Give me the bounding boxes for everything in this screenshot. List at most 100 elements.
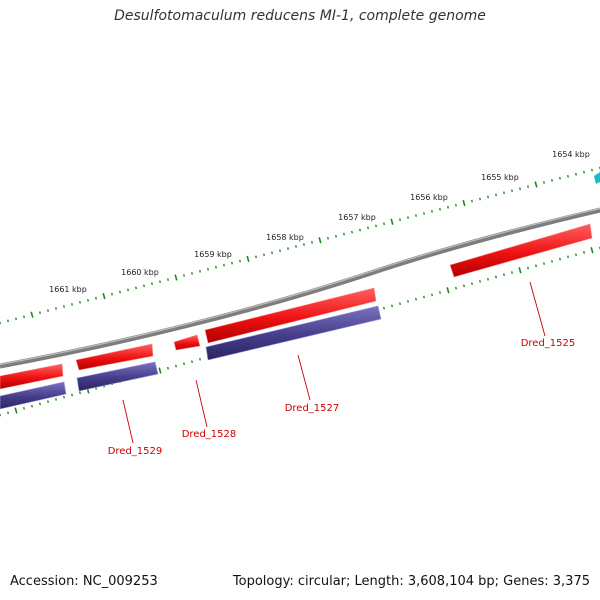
gene-dred-1529[interactable] [76,361,159,392]
outer-ring-tick [239,259,241,263]
inner-ring-tick [551,260,553,263]
outer-ring-tick [7,319,9,323]
outer-ring-tick [271,251,273,255]
inner-ring-tick [479,280,481,283]
inner-ring-tick [431,293,433,297]
gene-label-dred-1527[interactable]: Dred_1527 [285,403,340,414]
inner-ring-tick [399,302,401,306]
outer-ring-tick [111,292,113,296]
scale-tick-label: 1661 kbp [49,285,87,294]
outer-ring-tick [495,193,497,197]
outer-ring-tick [343,232,345,236]
outer-ring-tick [527,185,529,188]
inner-ring-tick [175,364,177,368]
outer-ring-tick [135,286,137,290]
inner-ring-tick [14,407,18,414]
gene-dred-1528[interactable] [173,334,201,351]
outer-ring-tick [439,207,441,211]
outer-ring-tick [30,311,34,318]
outer-ring-tick [143,284,145,288]
gene-minus-1[interactable] [0,381,67,410]
inner-ring-tick [383,306,385,310]
inner-ring-tick [446,287,450,294]
scale-tick-label: 1660 kbp [121,268,159,277]
outer-ring-tick [423,212,425,215]
gene-plus-3[interactable] [0,363,64,390]
inner-ring-tick [511,271,513,274]
inner-ring-tick [439,291,441,294]
inner-ring-tick [199,357,201,361]
inner-ring-tick [423,295,425,299]
outer-ring-tick [255,255,257,259]
genome-backbone [0,207,600,369]
outer-ring-tick [55,307,57,310]
outer-ring-tick [407,216,409,219]
outer-ring-tick [199,269,201,273]
inner-ring-tick [407,300,409,303]
edge-feature[interactable] [594,172,600,184]
accession-text: Accession: NC_009253 [10,574,158,589]
outer-ring-tick [71,303,73,306]
outer-ring-tick [519,187,521,191]
inner-ring-tick [415,297,417,301]
outer-ring-tick [215,265,217,269]
inner-ring-tick [55,398,57,401]
inner-ring-tick [183,362,185,366]
outer-ring-tick [487,195,489,199]
outer-ring-tick [399,218,401,222]
label-leader-line [297,354,311,401]
gene-label-dred-1529[interactable]: Dred_1529 [108,446,163,457]
scale-tick-label: 1657 kbp [338,213,376,222]
inner-ring-tick [455,286,457,290]
outer-ring-tick [151,282,153,286]
gene-plus-2[interactable] [75,343,154,371]
outer-ring-tick [462,199,466,207]
inner-ring-tick [191,360,193,363]
label-leader-line [529,281,546,337]
outer-ring-tick [15,317,17,321]
outer-ring-tick [303,243,305,246]
outer-ring-tick [471,199,473,203]
gene-label-dred-1525[interactable]: Dred_1525 [521,338,576,349]
outer-ring-tick [279,249,281,253]
inner-ring-tick [575,253,577,257]
scale-tick-label: 1658 kbp [266,233,304,242]
outer-ring-tick [367,226,369,230]
outer-ring-tick [591,168,593,172]
outer-ring-tick [263,253,265,257]
inner-ring-tick [47,400,49,403]
scale-tick-label: 1656 kbp [410,193,448,202]
gene-dred-1527[interactable] [205,305,382,361]
gene-plus-1[interactable] [204,287,377,344]
inner-ring-tick [391,304,393,308]
outer-ring-tick [318,237,322,244]
outer-ring-tick [359,228,361,232]
inner-ring-tick [518,267,522,274]
outer-ring-tick [174,274,178,281]
gene-label-dred-1528[interactable]: Dred_1528 [182,429,237,440]
outer-ring-tick [231,261,233,265]
outer-ring-tick [95,296,97,300]
inner-ring-tick [23,406,25,410]
inner-ring-tick [158,367,162,374]
scale-tick-label: 1655 kbp [481,173,519,182]
outer-ring-tick [431,210,433,213]
inner-ring-tick [463,284,465,288]
inner-ring-tick [583,251,585,254]
outer-ring-tick [503,191,505,195]
inner-ring-tick [63,395,65,399]
outer-ring-tick [567,174,569,178]
gene-dred-1525[interactable] [449,223,593,278]
outer-ring-tick [127,288,129,292]
label-leader-line [195,379,208,428]
outer-ring-tick [583,170,585,174]
outer-ring-tick [102,292,106,300]
outer-ring-tick [551,179,553,182]
inner-ring-tick [495,275,497,279]
outer-ring-tick [23,315,25,319]
outer-ring-tick [295,245,297,248]
outer-ring-tick [511,189,513,193]
outer-ring-tick [63,305,65,308]
inner-ring-tick [167,366,169,370]
scale-tick-label: 1659 kbp [194,250,232,259]
